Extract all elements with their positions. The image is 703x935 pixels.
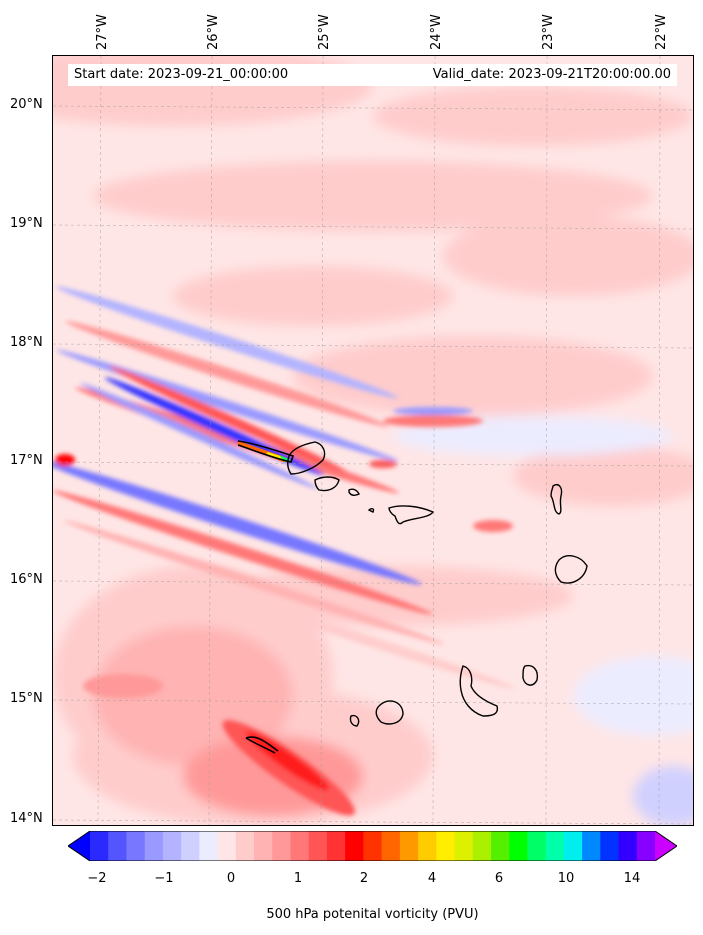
island-brava: [349, 714, 360, 727]
lon-label-23w: 23°W: [541, 14, 556, 50]
island-maio: [522, 664, 539, 686]
island-boa-vista: [554, 555, 588, 584]
pv-max-core: [237, 440, 295, 754]
colorbar-segment: [509, 831, 528, 861]
colorbar-segment: [472, 831, 492, 861]
colorbar-segment: [600, 831, 620, 861]
island-sao-nicolau: [367, 505, 435, 525]
colorbar-segment: [618, 831, 638, 861]
colorbar-segment: [181, 831, 200, 861]
lon-label-22w: 22°W: [654, 14, 669, 50]
coastlines: [286, 441, 588, 727]
lon-label-24w: 24°W: [429, 14, 444, 50]
cbar-tick-label: 4: [427, 871, 437, 886]
lat-label-19n: 19°N: [10, 216, 43, 231]
colorbar-segment: [345, 831, 364, 861]
colorbar-segment: [235, 831, 255, 861]
lon-label-25w: 25°W: [317, 14, 332, 50]
pv-map-canvas: [53, 56, 693, 825]
colorbar-segment: [454, 831, 474, 861]
colorbar-segment: [527, 831, 547, 861]
colorbar-segment: [144, 831, 164, 861]
colorbar-segment: [363, 831, 383, 861]
lat-label-15n: 15°N: [10, 691, 43, 706]
colorbar-extend-min: [68, 831, 90, 861]
lat-label-20n: 20°N: [10, 97, 43, 112]
cbar-tick-label: 6: [494, 871, 504, 886]
lon-label-26w: 26°W: [206, 14, 221, 50]
colorbar-extend-max: [655, 831, 677, 861]
colorbar-segment: [563, 831, 583, 861]
lon-label-27w: 27°W: [95, 14, 110, 50]
colorbar-segment: [545, 831, 565, 861]
colorbar-segment: [90, 831, 109, 861]
island-santiago: [459, 665, 499, 717]
date-banner: Start date: 2023-09-21_00:00:00 Valid_da…: [68, 64, 677, 86]
valid-date-label: Valid_date: 2023-09-21T20:00:00.00: [432, 67, 671, 82]
colorbar-segment: [582, 831, 601, 861]
cbar-tick-label: −1: [154, 871, 174, 886]
colorbar-segment: [399, 831, 419, 861]
lat-label-16n: 16°N: [10, 572, 43, 587]
colorbar-segments: [68, 831, 677, 861]
pv-map-panel: Start date: 2023-09-21_00:00:00 Valid_da…: [52, 55, 694, 826]
gridlines: [53, 56, 693, 825]
colorbar-segment: [108, 831, 127, 861]
cbar-tick-label: 14: [623, 871, 641, 886]
cbar-tick-label: 1: [293, 871, 303, 886]
colorbar-segment: [162, 831, 182, 861]
colorbar-segment: [381, 831, 401, 861]
start-date-label: Start date: 2023-09-21_00:00:00: [74, 67, 289, 82]
colorbar: [68, 831, 677, 861]
colorbar-segment: [217, 831, 237, 861]
island-santa-luzia: [348, 488, 360, 497]
lat-label-18n: 18°N: [10, 335, 43, 350]
cbar-tick-label: −2: [87, 871, 107, 886]
island-santo-antao: [286, 441, 326, 475]
colorbar-segment: [290, 831, 310, 861]
colorbar-segment: [308, 831, 328, 861]
lat-label-17n: 17°N: [10, 453, 43, 468]
island-fogo: [375, 700, 404, 725]
lat-label-14n: 14°N: [10, 811, 43, 826]
colorbar-segment: [254, 831, 273, 861]
colorbar-segment: [272, 831, 291, 861]
cbar-tick-label: 2: [359, 871, 369, 886]
island-sal: [550, 484, 563, 515]
colorbar-segment: [418, 831, 437, 861]
colorbar-segment: [490, 831, 510, 861]
island-sao-vicente: [314, 476, 340, 492]
colorbar-segment: [436, 831, 456, 861]
cbar-tick-label: 10: [557, 871, 575, 886]
colorbar-title: 500 hPa potenital vorticity (PVU): [266, 907, 479, 922]
colorbar-segment: [326, 831, 346, 861]
colorbar-segment: [636, 831, 656, 861]
colorbar-segment: [126, 831, 146, 861]
colorbar-segment: [199, 831, 219, 861]
cbar-tick-label: 0: [226, 871, 236, 886]
